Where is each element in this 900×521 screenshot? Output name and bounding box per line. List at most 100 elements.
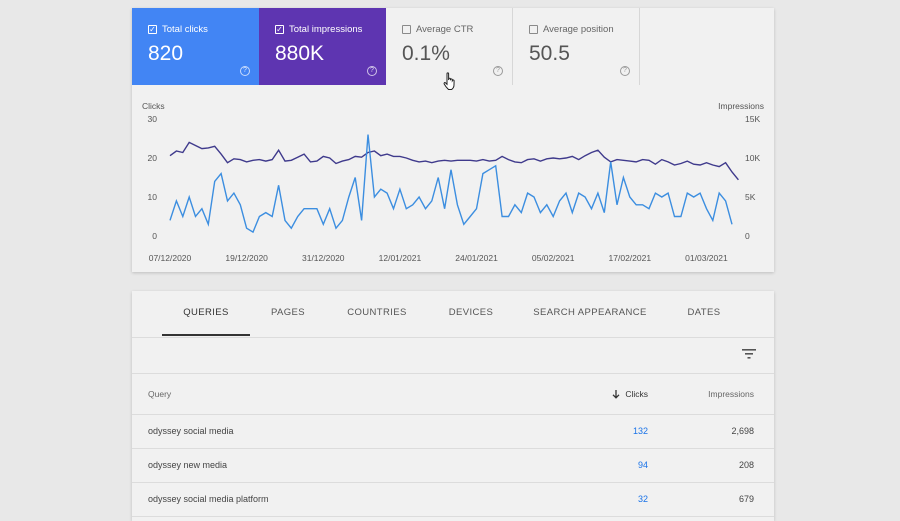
impressions-data-point[interactable] bbox=[532, 156, 537, 161]
clicks-data-point[interactable] bbox=[314, 206, 319, 211]
impressions-data-point[interactable] bbox=[410, 158, 415, 163]
clicks-data-point[interactable] bbox=[691, 195, 696, 200]
help-icon[interactable]: ? bbox=[367, 66, 377, 76]
query-column-header[interactable]: Query bbox=[148, 389, 172, 399]
clicks-data-point[interactable] bbox=[410, 202, 415, 207]
clicks-data-point[interactable] bbox=[583, 195, 588, 200]
impressions-data-point[interactable] bbox=[576, 157, 581, 162]
checkbox-checked-icon[interactable]: ✓ bbox=[275, 24, 284, 34]
impressions-series-line[interactable] bbox=[169, 141, 739, 181]
impressions-data-point[interactable] bbox=[270, 157, 275, 162]
impressions-data-point[interactable] bbox=[442, 158, 447, 163]
clicks-data-point[interactable] bbox=[640, 202, 645, 207]
clicks-data-point[interactable] bbox=[283, 218, 288, 223]
clicks-data-point[interactable] bbox=[334, 226, 339, 231]
clicks-data-point[interactable] bbox=[557, 198, 562, 203]
clicks-data-point[interactable] bbox=[538, 210, 543, 215]
impressions-data-point[interactable] bbox=[346, 157, 351, 162]
clicks-data-point[interactable] bbox=[461, 222, 466, 227]
impressions-data-point[interactable] bbox=[627, 159, 632, 164]
clicks-data-point[interactable] bbox=[698, 191, 703, 196]
impressions-data-point[interactable] bbox=[199, 146, 204, 151]
help-icon[interactable]: ? bbox=[240, 66, 250, 76]
clicks-data-point[interactable] bbox=[385, 191, 390, 196]
impressions-data-point[interactable] bbox=[653, 162, 658, 167]
impressions-data-point[interactable] bbox=[685, 159, 690, 164]
clicks-data-point[interactable] bbox=[340, 218, 345, 223]
impressions-data-point[interactable] bbox=[678, 161, 683, 166]
clicks-data-point[interactable] bbox=[359, 218, 364, 223]
impressions-data-point[interactable] bbox=[634, 159, 639, 164]
impressions-data-point[interactable] bbox=[506, 157, 511, 162]
clicks-data-point[interactable] bbox=[417, 195, 422, 200]
clicks-data-point[interactable] bbox=[666, 191, 671, 196]
clicks-data-point[interactable] bbox=[525, 191, 530, 196]
impressions-data-point[interactable] bbox=[340, 159, 345, 164]
clicks-data-point[interactable] bbox=[512, 202, 517, 207]
impressions-data-point[interactable] bbox=[436, 159, 441, 164]
clicks-data-point[interactable] bbox=[615, 202, 620, 207]
impressions-data-point[interactable] bbox=[321, 154, 326, 159]
clicks-data-point[interactable] bbox=[199, 206, 204, 211]
impressions-data-point[interactable] bbox=[449, 159, 454, 164]
clicks-data-point[interactable] bbox=[353, 175, 358, 180]
impressions-data-point[interactable] bbox=[378, 153, 383, 158]
clicks-data-point[interactable] bbox=[570, 210, 575, 215]
impressions-data-point[interactable] bbox=[225, 160, 230, 165]
clicks-data-point[interactable] bbox=[493, 163, 498, 168]
impressions-data-point[interactable] bbox=[276, 148, 281, 153]
impressions-data-point[interactable] bbox=[710, 163, 715, 168]
impressions-data-point[interactable] bbox=[417, 159, 422, 164]
tab-search-appearance[interactable]: SEARCH APPEARANCE bbox=[533, 307, 647, 318]
impressions-data-point[interactable] bbox=[238, 157, 243, 162]
clicks-data-point[interactable] bbox=[423, 206, 428, 211]
clicks-data-point[interactable] bbox=[346, 195, 351, 200]
clicks-data-point[interactable] bbox=[678, 214, 683, 219]
impressions-data-point[interactable] bbox=[174, 149, 179, 154]
impressions-data-point[interactable] bbox=[461, 158, 466, 163]
clicks-data-point[interactable] bbox=[544, 202, 549, 207]
clicks-data-point[interactable] bbox=[474, 206, 479, 211]
impressions-data-point[interactable] bbox=[455, 158, 460, 163]
performance-chart[interactable]: Clicks Impressions 30 20 10 0 15K 10K 5K 0 07/… bbox=[132, 98, 774, 268]
clicks-data-point[interactable] bbox=[436, 175, 441, 180]
clicks-data-point[interactable] bbox=[468, 214, 473, 219]
impressions-data-point[interactable] bbox=[193, 143, 198, 148]
impressions-data-point[interactable] bbox=[672, 163, 677, 168]
clicks-data-point[interactable] bbox=[442, 206, 447, 211]
clicks-data-point[interactable] bbox=[206, 222, 211, 227]
impressions-data-point[interactable] bbox=[468, 158, 473, 163]
table-row[interactable]: odyssey social media platform 32 679 bbox=[132, 483, 774, 517]
clicks-data-point[interactable] bbox=[576, 191, 581, 196]
impressions-data-point[interactable] bbox=[244, 159, 249, 164]
impressions-data-point[interactable] bbox=[736, 177, 741, 182]
impressions-data-point[interactable] bbox=[717, 164, 722, 169]
clicks-data-point[interactable] bbox=[672, 214, 677, 219]
clicks-data-point[interactable] bbox=[621, 175, 626, 180]
impressions-data-point[interactable] bbox=[359, 155, 364, 160]
impressions-data-point[interactable] bbox=[621, 158, 626, 163]
help-icon[interactable]: ? bbox=[493, 66, 503, 76]
tab-devices[interactable]: DEVICES bbox=[448, 307, 494, 318]
impressions-data-point[interactable] bbox=[557, 156, 562, 161]
impressions-data-point[interactable] bbox=[640, 157, 645, 162]
clicks-data-point[interactable] bbox=[634, 202, 639, 207]
impressions-data-point[interactable] bbox=[231, 156, 236, 161]
impressions-data-point[interactable] bbox=[263, 159, 268, 164]
clicks-data-point[interactable] bbox=[244, 226, 249, 231]
clicks-data-point[interactable] bbox=[500, 214, 505, 219]
impressions-data-point[interactable] bbox=[666, 159, 671, 164]
clicks-data-point[interactable] bbox=[429, 198, 434, 203]
impressions-data-point[interactable] bbox=[595, 148, 600, 153]
impressions-data-point[interactable] bbox=[168, 153, 173, 158]
clicks-data-point[interactable] bbox=[717, 191, 722, 196]
clicks-data-point[interactable] bbox=[404, 206, 409, 211]
clicks-data-point[interactable] bbox=[480, 171, 485, 176]
impressions-data-point[interactable] bbox=[602, 155, 607, 160]
table-row[interactable]: odyssey new media 94 208 bbox=[132, 449, 774, 483]
clicks-data-point[interactable] bbox=[532, 195, 537, 200]
impressions-data-point[interactable] bbox=[353, 154, 358, 159]
clicks-data-point[interactable] bbox=[289, 226, 294, 231]
impressions-data-point[interactable] bbox=[647, 158, 652, 163]
impressions-data-point[interactable] bbox=[564, 156, 569, 161]
